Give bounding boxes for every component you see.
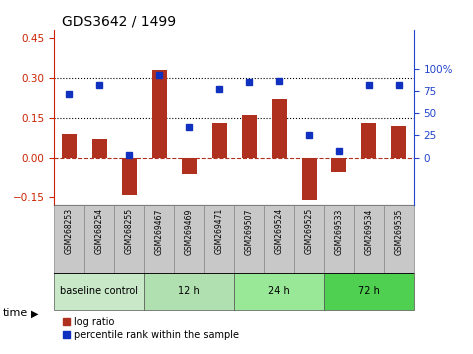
Text: GSM269533: GSM269533 (334, 208, 343, 255)
Bar (234, 273, 324, 310)
Text: 72 h: 72 h (358, 286, 380, 296)
Bar (354, 205, 384, 273)
Bar (204, 205, 234, 273)
Text: GSM269534: GSM269534 (364, 208, 374, 255)
Bar (144, 205, 174, 273)
Text: GSM269471: GSM269471 (215, 208, 224, 255)
Bar (152, 70, 166, 158)
Bar (242, 115, 256, 158)
Text: 12 h: 12 h (178, 286, 200, 296)
Bar (62, 134, 77, 158)
Text: time: time (2, 308, 27, 318)
Bar (384, 205, 414, 273)
Bar (144, 273, 234, 310)
Bar (182, 158, 197, 173)
Text: 24 h: 24 h (268, 286, 290, 296)
Text: GSM268253: GSM268253 (65, 208, 74, 254)
Bar (84, 205, 114, 273)
Bar (264, 205, 294, 273)
Bar (361, 123, 377, 158)
Bar (114, 205, 144, 273)
Text: GSM269524: GSM269524 (274, 208, 284, 255)
Bar (234, 205, 264, 273)
Text: GSM269507: GSM269507 (245, 208, 254, 255)
Bar (122, 158, 137, 195)
Text: GDS3642 / 1499: GDS3642 / 1499 (61, 15, 175, 29)
Bar (324, 205, 354, 273)
Text: GSM269467: GSM269467 (155, 208, 164, 255)
Text: GSM269469: GSM269469 (184, 208, 194, 255)
Text: baseline control: baseline control (61, 286, 138, 296)
Text: GSM268255: GSM268255 (125, 208, 134, 254)
Bar (211, 123, 227, 158)
Text: GSM268254: GSM268254 (95, 208, 104, 254)
Bar (92, 139, 107, 158)
Legend: log ratio, percentile rank within the sample: log ratio, percentile rank within the sa… (59, 313, 243, 343)
Bar (294, 205, 324, 273)
Bar (54, 205, 84, 273)
Bar (54, 273, 144, 310)
Text: GSM269535: GSM269535 (394, 208, 403, 255)
Text: GSM269525: GSM269525 (305, 208, 314, 255)
Bar (332, 158, 346, 172)
Text: ▶: ▶ (31, 308, 38, 318)
Bar (302, 158, 316, 200)
Bar (324, 273, 414, 310)
Bar (174, 205, 204, 273)
Bar (272, 99, 287, 158)
Bar (391, 126, 406, 158)
